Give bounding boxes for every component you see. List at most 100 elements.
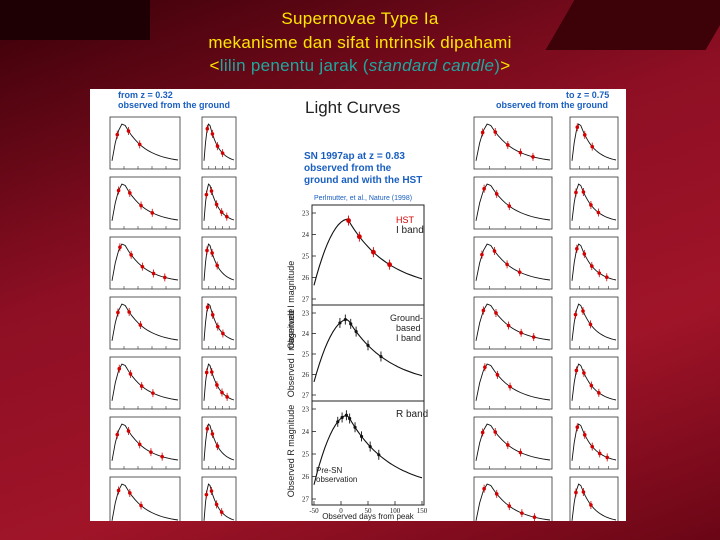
slide-title-line2: mekanisme dan sifat intrinsik dipahami <box>208 33 512 52</box>
small-panel-frame <box>201 296 237 350</box>
central-ytick-label: 25 <box>302 351 310 359</box>
small-panel-point <box>210 251 214 255</box>
small-panel-point <box>604 275 609 280</box>
small-panel-curve <box>111 423 179 461</box>
central-ytick-label: 24 <box>302 231 310 239</box>
small-panel-curve <box>203 183 235 221</box>
small-panel-point <box>221 331 225 336</box>
small-panel-point <box>151 271 156 276</box>
small-panel-point <box>116 310 120 315</box>
small-panel-point <box>575 125 580 129</box>
small-panel-curve <box>571 243 617 281</box>
central-ytick-label: 23 <box>302 406 310 414</box>
central-ytick-label: 27 <box>302 496 310 504</box>
small-panel-point <box>210 370 214 374</box>
small-panel-frame <box>201 356 237 410</box>
small-panel-frame <box>473 356 553 410</box>
sn-line1: SN 1997ap at z = 0.83 <box>304 151 405 162</box>
small-panel-frame <box>473 116 553 170</box>
small-panel-frame <box>569 356 619 410</box>
central-point <box>387 262 392 268</box>
small-panel-point <box>151 391 155 395</box>
band2-line3: I band <box>396 333 421 343</box>
central-point <box>348 416 352 421</box>
small-panel-point <box>205 248 209 253</box>
small-panel-point <box>518 150 523 155</box>
central-point <box>340 415 344 420</box>
small-panel-point <box>596 210 601 215</box>
central-xtick-label: 50 <box>365 507 373 515</box>
small-panel-point <box>590 264 594 268</box>
slide-title-line1: Supernovae Type Ia <box>281 9 439 28</box>
small-panel-point <box>118 245 122 249</box>
small-panel-point <box>116 488 121 493</box>
small-panel-curve <box>571 123 617 161</box>
small-panel-frame <box>473 236 553 290</box>
central-point <box>338 321 342 325</box>
small-panel-point <box>220 151 225 155</box>
small-panel-point <box>589 383 594 388</box>
small-panel-point <box>210 432 215 436</box>
ylabel-top: Observed I magnitude <box>286 261 296 350</box>
small-panel-point <box>531 335 536 339</box>
small-panel-curve <box>571 423 617 461</box>
small-panel-point <box>506 143 510 147</box>
central-ytick-label: 26 <box>302 371 310 379</box>
small-panel-point <box>482 186 486 191</box>
small-panel-point <box>129 253 133 257</box>
small-panel-curve <box>203 483 235 521</box>
right-heading-line2: observed from the ground <box>496 100 608 110</box>
ylabel-mid: Observed I magnitude <box>286 309 296 398</box>
small-panel-point <box>590 144 595 149</box>
small-panel-point <box>574 368 579 373</box>
small-panel-point <box>589 203 593 207</box>
small-panel-point <box>605 455 609 460</box>
small-panel-point <box>205 305 210 309</box>
central-light-curve-panels: -50 0 50 100 150 23 24 25 26 27 23 24 25 26 27 23 24 25 26… <box>286 204 428 521</box>
central-curves <box>313 215 423 485</box>
small-panel-point <box>581 309 585 313</box>
small-panel-curve <box>111 183 179 221</box>
small-panel-frame <box>201 476 237 521</box>
central-ytick-label: 23 <box>302 210 310 218</box>
small-panel-point <box>128 372 133 376</box>
small-panel-curve <box>571 363 617 401</box>
small-panel-point <box>495 373 500 377</box>
small-panel-frame <box>473 176 553 230</box>
band2-line2: based <box>396 323 421 333</box>
small-panel-point <box>590 444 595 449</box>
small-panel-frame <box>109 176 181 230</box>
central-ticks <box>312 212 423 505</box>
small-panel-point <box>494 192 499 196</box>
small-panel-point <box>492 249 497 253</box>
band1-line2: I band <box>396 225 424 236</box>
small-panel-point <box>481 308 486 313</box>
small-panel-frame <box>201 416 237 470</box>
small-panel-curve <box>111 123 179 161</box>
small-panel-point <box>483 365 487 370</box>
band1-line1: HST <box>396 215 415 225</box>
small-panel-point <box>532 515 537 520</box>
small-panel-point <box>139 203 143 208</box>
central-point <box>336 420 340 424</box>
small-panel-frame <box>109 416 181 470</box>
small-panel-curve <box>475 123 551 161</box>
small-panel-frame <box>569 236 619 290</box>
small-panel-point <box>210 313 215 317</box>
small-panel-point <box>531 155 535 159</box>
central-point <box>379 354 383 359</box>
small-panel-point <box>149 450 153 454</box>
small-panel-frame <box>569 296 619 350</box>
slide-title-line3: <lilin penentu jarak (standard candle)> <box>0 55 720 76</box>
small-panel-point <box>507 504 512 508</box>
small-panel-point <box>137 442 142 447</box>
small-panel-point <box>494 492 499 496</box>
small-panel-point <box>140 264 145 269</box>
small-panel-point <box>582 371 586 375</box>
small-panel-point <box>214 202 219 207</box>
small-panel-curve <box>475 303 551 341</box>
small-panel-point <box>597 451 602 456</box>
small-panel-point <box>520 511 524 515</box>
small-panel-point <box>518 450 523 455</box>
small-panel-point <box>128 191 132 195</box>
